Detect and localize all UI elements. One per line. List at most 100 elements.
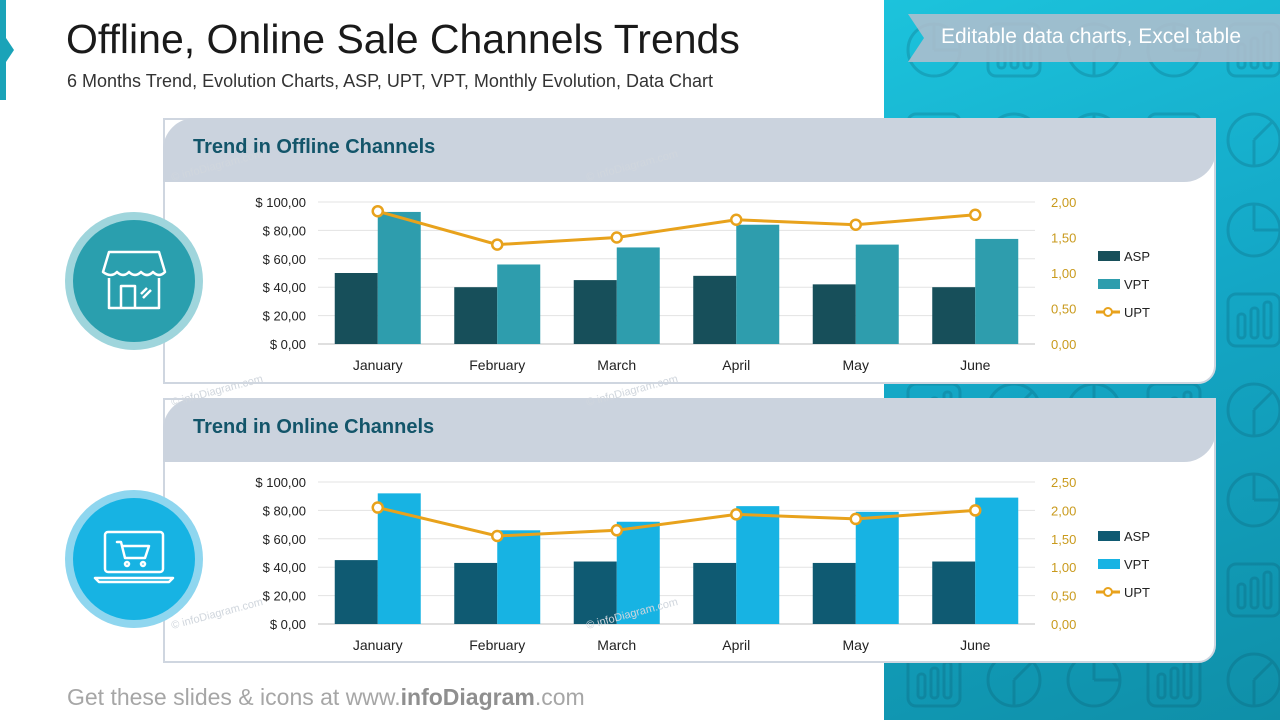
online-chart: $ 0,00 $ 20,00 $ 40,00 $ 60,00 $ 80,00 $ 100,… xyxy=(255,475,1150,653)
bar-asp xyxy=(932,287,976,344)
upt-point xyxy=(610,231,623,244)
title-accent-bar xyxy=(0,0,6,100)
legend-swatch-vpt xyxy=(1098,559,1120,569)
offline-card-header: Trend in Offline Channels xyxy=(163,118,1216,182)
upt-line xyxy=(377,506,976,538)
store-icon xyxy=(101,250,167,310)
bar-asp xyxy=(334,273,378,344)
bar-asp xyxy=(454,287,498,344)
bar-vpt xyxy=(497,530,541,624)
legend-swatch-asp xyxy=(1098,531,1120,541)
footer-prefix: Get these slides & icons at www. xyxy=(67,684,401,710)
upt-point xyxy=(730,213,743,226)
upt-point xyxy=(969,208,982,222)
laptop-cart-icon xyxy=(93,530,175,584)
upt-point xyxy=(969,504,982,517)
y-left-tick-label: $ 20,00 xyxy=(263,589,306,604)
legend-swatch-asp xyxy=(1098,251,1120,261)
footer-suffix: .com xyxy=(534,684,585,710)
y-right-tick-label: 2,00 xyxy=(1051,503,1076,518)
bar-asp xyxy=(693,275,737,344)
title-accent-arrow xyxy=(6,38,14,62)
upt-point xyxy=(849,218,862,231)
upt-point xyxy=(491,238,504,251)
page-title: Offline, Online Sale Channels Trends xyxy=(66,16,740,62)
y-right-tick-label: 0,50 xyxy=(1051,302,1076,317)
bar-vpt xyxy=(975,238,1019,344)
x-tick-label: May xyxy=(843,357,869,373)
upt-line xyxy=(377,209,976,247)
bar-vpt xyxy=(736,506,780,624)
x-tick-label: June xyxy=(960,357,991,373)
legend-label-vpt: VPT xyxy=(1124,557,1149,572)
x-tick-label: March xyxy=(597,357,636,373)
y-right-tick-label: 0,00 xyxy=(1051,337,1076,352)
bar-vpt xyxy=(855,511,899,624)
upt-point xyxy=(371,204,384,218)
y-left-tick-label: $ 60,00 xyxy=(263,252,306,267)
y-right-tick-label: 2,00 xyxy=(1051,195,1076,210)
y-left-tick-label: $ 20,00 xyxy=(263,309,306,324)
y-right-tick-label: 2,50 xyxy=(1051,475,1076,490)
upt-point xyxy=(730,508,743,521)
legend-label-asp: ASP xyxy=(1124,529,1150,544)
bar-vpt xyxy=(497,264,541,344)
y-right-tick-label: 1,00 xyxy=(1051,560,1076,575)
bar-vpt xyxy=(736,224,780,344)
y-left-tick-label: $ 100,00 xyxy=(255,195,306,210)
bar-asp xyxy=(693,562,737,624)
x-tick-label: February xyxy=(469,637,525,653)
bar-asp xyxy=(573,561,617,624)
bar-vpt xyxy=(616,247,660,344)
bar-vpt xyxy=(377,211,421,344)
online-card-header: Trend in Online Channels xyxy=(163,398,1216,462)
y-left-tick-label: $ 80,00 xyxy=(263,503,306,518)
x-tick-label: April xyxy=(722,357,750,373)
y-right-tick-label: 1,00 xyxy=(1051,266,1076,281)
legend-label-upt: UPT xyxy=(1124,585,1150,600)
online-chart-card: Trend in Online Channels $ 0,00 $ 20,00 $ … xyxy=(163,398,1216,663)
x-tick-label: June xyxy=(960,637,991,653)
legend-label-asp: ASP xyxy=(1124,249,1150,264)
x-tick-label: February xyxy=(469,357,525,373)
bar-asp xyxy=(454,562,498,624)
y-left-tick-label: $ 60,00 xyxy=(263,532,306,547)
y-left-tick-label: $ 0,00 xyxy=(270,617,306,632)
bar-asp xyxy=(573,280,617,344)
upt-point xyxy=(610,524,623,537)
x-tick-label: March xyxy=(597,637,636,653)
page-subtitle: 6 Months Trend, Evolution Charts, ASP, U… xyxy=(67,71,713,91)
offline-chart-title: Trend in Offline Channels xyxy=(193,136,436,158)
y-left-tick-label: $ 40,00 xyxy=(263,280,306,295)
y-right-tick-label: 0,50 xyxy=(1051,589,1076,604)
bar-vpt xyxy=(975,497,1019,624)
x-tick-label: January xyxy=(353,357,403,373)
footer-brand: infoDiagram xyxy=(400,684,535,710)
upt-point xyxy=(371,501,384,514)
bar-vpt xyxy=(616,521,660,624)
editable-data-tag: Editable data charts, Excel table xyxy=(908,14,1280,62)
legend-label-upt: UPT xyxy=(1124,305,1150,320)
offline-chart: $ 0,00 $ 20,00 $ 40,00 $ 60,00 $ 80,00 $ 100,… xyxy=(255,195,1150,373)
legend-label-vpt: VPT xyxy=(1124,277,1149,292)
upt-point xyxy=(491,529,504,543)
offline-chart-card: Trend in Offline Channels $ 0,00 $ 20,00 $… xyxy=(163,118,1216,384)
y-right-tick-label: 1,50 xyxy=(1051,532,1076,547)
x-tick-label: January xyxy=(353,637,403,653)
legend-marker-upt xyxy=(1103,587,1113,597)
y-left-tick-label: $ 40,00 xyxy=(263,560,306,575)
bar-asp xyxy=(932,561,976,624)
x-tick-label: May xyxy=(843,637,869,653)
legend-swatch-vpt xyxy=(1098,279,1120,289)
y-left-tick-label: $ 0,00 xyxy=(270,337,306,352)
footer-promo: Get these slides & icons at www.infoDiag… xyxy=(67,684,585,711)
upt-point xyxy=(849,512,862,526)
bar-vpt xyxy=(855,244,899,344)
online-icon-circle xyxy=(65,490,203,628)
y-left-tick-label: $ 100,00 xyxy=(255,475,306,490)
legend-marker-upt xyxy=(1103,307,1113,317)
bar-asp xyxy=(812,284,856,344)
bar-asp xyxy=(812,562,856,624)
x-tick-label: April xyxy=(722,637,750,653)
y-right-tick-label: 1,50 xyxy=(1051,231,1076,246)
